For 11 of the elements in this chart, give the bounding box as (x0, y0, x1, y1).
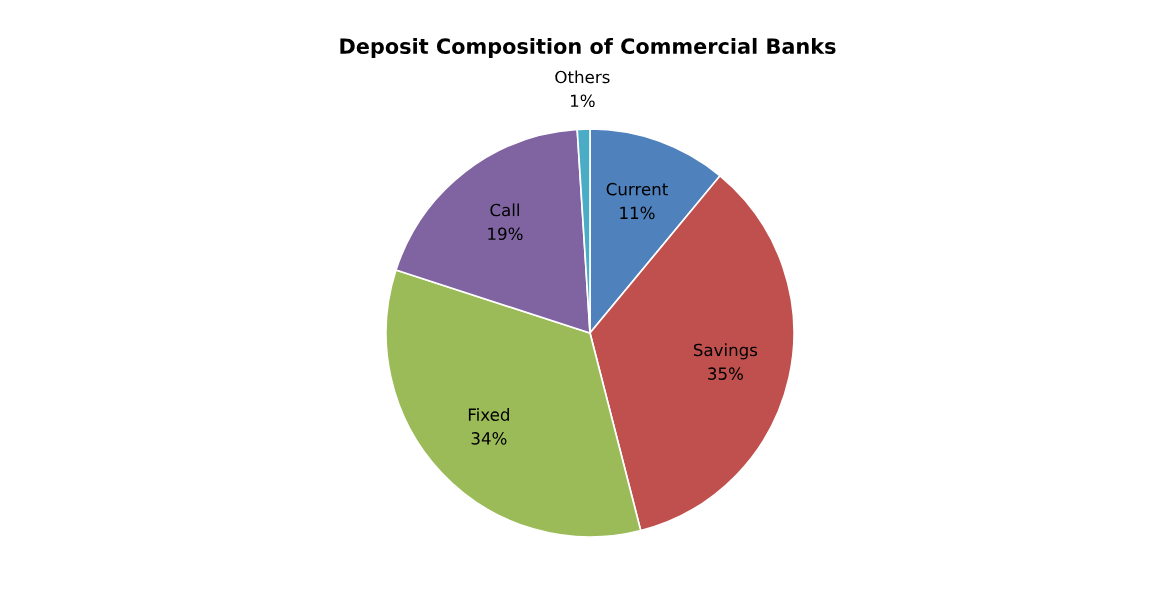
data-label: 35% (708, 367, 743, 380)
data-label: 34% (471, 432, 507, 445)
slice-label: Call (490, 203, 519, 217)
data-label: 11% (620, 206, 655, 220)
data-label: 19% (488, 227, 523, 241)
chart-title: Deposit Composition of Commercial Banks (340, 37, 836, 59)
slice-label: Fixed (468, 408, 509, 421)
slice-label: Savings (693, 343, 758, 360)
slice-label: Current (606, 182, 668, 196)
slice-label: Others (555, 70, 610, 84)
data-label: 1% (570, 94, 595, 108)
